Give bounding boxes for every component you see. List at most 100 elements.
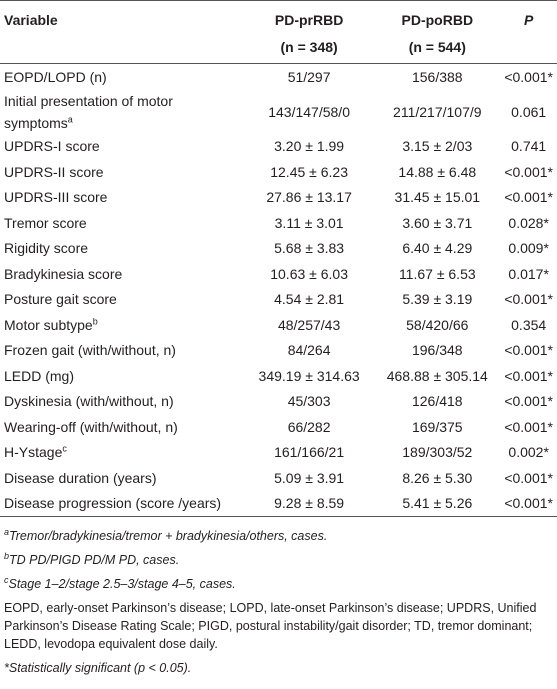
po-rbd-cell: 31.45 ± 15.01 [394, 189, 481, 206]
po-rbd-cell: 156/388 [411, 68, 463, 85]
pr-rbd-cell: 84/264 [287, 342, 331, 359]
p-value-cell: 0.028* [508, 214, 549, 231]
table-row: Motor subtypeb 48/257/43 58/420/66 0.354 [0, 312, 557, 338]
variable-label: Dyskinesia (with/without, n) [4, 393, 174, 410]
table-row: H-Ystagec 161/166/21 189/303/52 0.002* [0, 440, 557, 466]
table-row: Rigidity score 5.68 ± 3.83 6.40 ± 4.29 0.00… [0, 236, 557, 262]
header-row: Variable PD-prRBD (n = 348) PD-poRBD (n = … [0, 1, 557, 64]
p-value-cell: <0.001* [504, 68, 553, 85]
table-body: EOPD/LOPD (n) 51/297 156/388 <0.001* Initial… [0, 64, 557, 517]
po-rbd-cell: 5.39 ± 3.19 [402, 291, 473, 308]
variable-label: Rigidity score [4, 240, 89, 257]
table-row: Frozen gait (with/without, n) 84/264 196/3… [0, 338, 557, 364]
variable-label: Posture gait score [4, 291, 117, 308]
variable-label: UPDRS-I score [4, 138, 100, 155]
po-rbd-cell: 196/348 [411, 342, 463, 359]
header-n: (n = 544) [408, 39, 466, 55]
header-text: PD-poRBD [401, 12, 474, 28]
variable-cell: Bradykinesia score [0, 261, 244, 287]
footnotes: aTremor/bradykinesia/tremor + bradykines… [0, 517, 557, 677]
p-value-cell: 0.002* [508, 444, 549, 461]
p-value-cell: 0.741 [511, 138, 547, 155]
footnote-mark: a [67, 113, 73, 124]
variable-label: H-Ystagec [4, 443, 67, 461]
footnote: aTremor/bradykinesia/tremor + bradykines… [4, 527, 553, 545]
variable-cell: EOPD/LOPD (n) [0, 64, 244, 90]
footnote-text: TD PD/PIGD PD/M PD, cases. [9, 553, 180, 567]
pr-rbd-cell: 5.09 ± 3.91 [274, 469, 345, 486]
pr-rbd-cell: 10.63 ± 6.03 [270, 265, 348, 282]
footnote: cStage 1–2/stage 2.5–3/stage 4–5, cases. [4, 575, 553, 593]
table-row: Bradykinesia score 10.63 ± 6.03 11.67 ± 6.… [0, 261, 557, 287]
p-value-cell: <0.001* [504, 163, 553, 180]
data-table: Variable PD-prRBD (n = 348) PD-poRBD (n = … [0, 0, 557, 517]
header-text: PD-prRBD [274, 12, 344, 28]
variable-cell: LEDD (mg) [0, 363, 244, 389]
table-row: Dyskinesia (with/without, n) 45/303 126/41… [0, 389, 557, 415]
po-rbd-cell: 126/418 [411, 393, 463, 410]
variable-label: Wearing-off (with/without, n) [4, 418, 178, 435]
pr-rbd-cell: 4.54 ± 2.81 [274, 291, 345, 308]
pr-rbd-cell: 66/282 [287, 418, 331, 435]
variable-cell: Motor subtypeb [0, 312, 244, 338]
table-row: UPDRS-III score 27.86 ± 13.17 31.45 ± 15.0… [0, 185, 557, 211]
pr-rbd-cell: 51/297 [287, 68, 331, 85]
variable-label: Motor subtypeb [4, 316, 98, 333]
p-value-cell: 0.017* [508, 265, 549, 282]
po-rbd-cell: 3.15 ± 2/03 [402, 138, 473, 155]
variable-cell: Initial presentation of motor symptomsa [0, 90, 244, 134]
p-value-cell: <0.001* [504, 342, 553, 359]
table-row: Tremor score 3.11 ± 3.01 3.60 ± 3.71 0.028* [0, 210, 557, 236]
pr-rbd-cell: 9.28 ± 8.59 [274, 495, 345, 512]
footnote-mark: c [62, 443, 67, 454]
footnote-text: EOPD, early-onset Parkinson’s disease; L… [4, 601, 537, 651]
p-value-cell: <0.001* [504, 418, 553, 435]
po-rbd-cell: 11.67 ± 6.53 [398, 265, 476, 282]
variable-label: EOPD/LOPD (n) [4, 68, 107, 85]
footnote-text: Stage 1–2/stage 2.5–3/stage 4–5, cases. [8, 577, 236, 591]
variable-label: Frozen gait (with/without, n) [4, 342, 176, 359]
footnote-text: *Statistically significant (p < 0.05). [4, 661, 192, 675]
variable-label: Bradykinesia score [4, 265, 123, 282]
footnote: bTD PD/PIGD PD/M PD, cases. [4, 551, 553, 569]
pr-rbd-cell: 5.68 ± 3.83 [274, 240, 345, 257]
table-row: Disease progression (score /years) 9.28 ±… [0, 491, 557, 517]
table-row: Posture gait score 4.54 ± 2.81 5.39 ± 3.19… [0, 287, 557, 313]
pr-rbd-cell: 27.86 ± 13.17 [266, 189, 352, 206]
pr-rbd-cell: 349.19 ± 314.63 [258, 367, 360, 384]
p-value-cell: <0.001* [504, 393, 553, 410]
p-value-cell: <0.001* [504, 189, 553, 206]
po-rbd-cell: 211/217/107/9 [393, 103, 482, 120]
po-rbd-cell: 5.41 ± 5.26 [402, 495, 473, 512]
po-rbd-cell: 468.88 ± 305.14 [386, 367, 488, 384]
header-variable: Variable [4, 12, 58, 28]
table-row: LEDD (mg) 349.19 ± 314.63 468.88 ± 305.14 <… [0, 363, 557, 389]
variable-cell: Frozen gait (with/without, n) [0, 338, 244, 364]
p-value-cell: <0.001* [504, 495, 553, 512]
p-value-cell: <0.001* [504, 291, 553, 308]
variable-label: Tremor score [4, 214, 87, 231]
po-rbd-cell: 58/420/66 [406, 316, 469, 333]
footnote-text: Tremor/bradykinesia/tremor + bradykinesi… [9, 529, 328, 543]
pr-rbd-cell: 3.20 ± 1.99 [274, 138, 345, 155]
pr-rbd-cell: 12.45 ± 6.23 [270, 163, 348, 180]
variable-cell: Wearing-off (with/without, n) [0, 414, 244, 440]
p-value-cell: 0.354 [511, 316, 547, 333]
variable-cell: Rigidity score [0, 236, 244, 262]
variable-label: UPDRS-III score [4, 189, 108, 206]
po-rbd-cell: 6.40 ± 4.29 [402, 240, 473, 257]
variable-cell: Dyskinesia (with/without, n) [0, 389, 244, 415]
po-rbd-cell: 8.26 ± 5.30 [402, 469, 473, 486]
table-row: EOPD/LOPD (n) 51/297 156/388 <0.001* [0, 64, 557, 90]
variable-label: Disease duration (years) [4, 469, 157, 486]
p-value-cell: 0.061 [511, 103, 547, 120]
po-rbd-cell: 3.60 ± 3.71 [402, 214, 473, 231]
table-row: Disease duration (years) 5.09 ± 3.91 8.26 … [0, 465, 557, 491]
variable-cell: Disease duration (years) [0, 465, 244, 491]
pr-rbd-cell: 45/303 [287, 393, 331, 410]
variable-label: Initial presentation of motor symptomsa [4, 92, 173, 131]
pr-rbd-cell: 143/147/58/0 [268, 103, 350, 120]
variable-cell: H-Ystagec [0, 440, 244, 466]
pr-rbd-cell: 48/257/43 [277, 316, 341, 333]
